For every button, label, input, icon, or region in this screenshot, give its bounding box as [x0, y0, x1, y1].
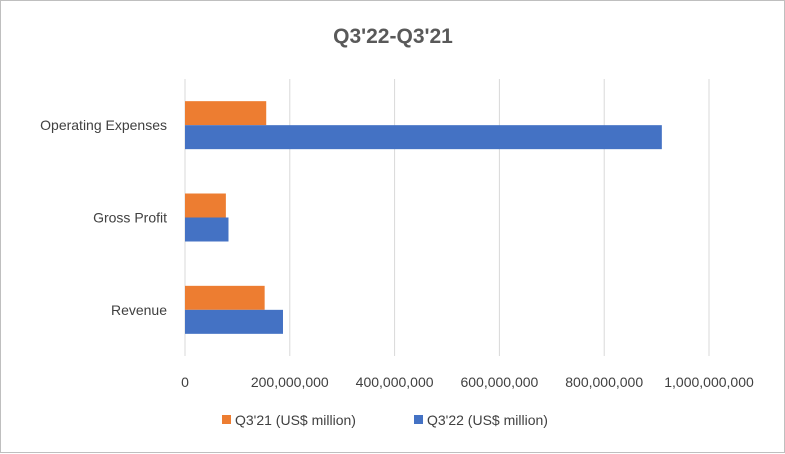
bar	[185, 101, 267, 126]
x-tick-label: 0	[181, 374, 189, 390]
bar	[185, 217, 229, 242]
x-tick-label: 800,000,000	[565, 374, 643, 390]
legend: Q3'21 (US$ million) Q3'22 (US$ million)	[222, 412, 548, 428]
category-label: Gross Profit	[93, 210, 167, 226]
bar	[185, 285, 265, 310]
legend-label: Q3'21 (US$ million)	[235, 412, 356, 428]
category-label: Operating Expenses	[40, 117, 167, 133]
bar	[185, 193, 226, 218]
legend-label: Q3'22 (US$ million)	[427, 412, 548, 428]
bar	[185, 309, 283, 334]
x-tick-label: 200,000,000	[251, 374, 329, 390]
category-label: Revenue	[111, 302, 167, 318]
bars	[185, 101, 662, 334]
category-labels: Operating Expenses Gross Profit Revenue	[40, 117, 167, 318]
legend-swatch	[414, 415, 423, 424]
x-tick-labels: 0 200,000,000 400,000,000 600,000,000 800,00…	[181, 374, 754, 390]
x-tick-label: 400,000,000	[356, 374, 434, 390]
legend-swatch	[222, 415, 231, 424]
x-tick-label: 1,000,000,000	[664, 374, 754, 390]
bar	[185, 125, 662, 150]
x-tick-label: 600,000,000	[460, 374, 538, 390]
chart-title: Q3'22-Q3'21	[333, 25, 453, 48]
